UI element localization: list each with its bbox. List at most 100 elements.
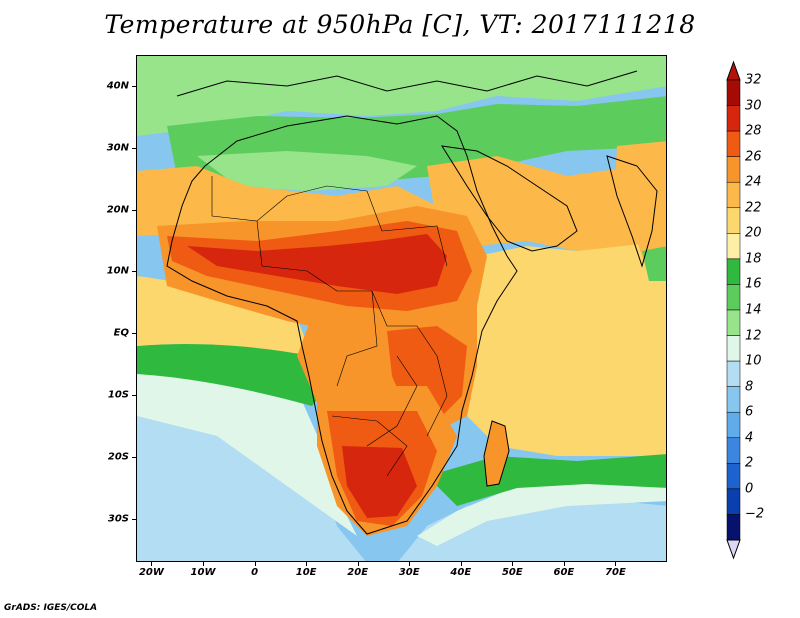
longitude-tick-mark	[512, 562, 514, 566]
latitude-tick-label: 20N	[106, 204, 129, 216]
colorbar-level-label: 26	[745, 149, 762, 165]
madagascar	[484, 421, 509, 486]
latitude-tick-label: 10N	[106, 265, 129, 277]
europe-cool	[137, 56, 666, 136]
colorbar-swatch	[726, 411, 741, 439]
latitude-tick-label: 10S	[107, 389, 129, 401]
colorbar-swatch	[726, 514, 741, 541]
latitude-tick-mark	[132, 456, 136, 458]
colorbar-level-label: 18	[745, 251, 762, 267]
longitude-tick-mark	[254, 562, 256, 566]
longitude-tick-label: 10W	[190, 567, 216, 578]
colorbar-swatch	[726, 181, 741, 209]
border-line	[337, 290, 438, 357]
longitude-tick-mark	[615, 562, 617, 566]
map-title: Temperature at 950hPa [C], VT: 201711121…	[104, 10, 696, 39]
country-borders	[211, 176, 448, 477]
longitude-tick-label: 0	[251, 567, 259, 578]
kalahari-hottest	[342, 446, 417, 518]
india-coastline	[606, 155, 658, 268]
colorbar-swatch	[726, 309, 741, 336]
colorbar-swatch	[726, 105, 741, 132]
longitude-tick-label: 20W	[138, 567, 164, 578]
longitude-tick-mark	[460, 562, 462, 566]
colorbar-top-arrow	[726, 60, 741, 81]
colorbar-level-label: −2	[745, 506, 765, 522]
colorbar-swatch	[726, 207, 741, 234]
latitude-tick-mark	[132, 395, 136, 397]
colorbar-level-label: 14	[745, 302, 762, 318]
longitude-tick-mark	[151, 562, 153, 566]
latitude-tick-label: EQ	[113, 327, 129, 339]
colorbar-level-label: 4	[745, 430, 754, 446]
colorbar-level-label: 2	[745, 455, 754, 471]
latitude-tick-mark	[132, 85, 136, 87]
latitude-tick-label: 20S	[107, 451, 129, 463]
colorbar-level-label: 10	[745, 353, 762, 369]
colorbar-level-label: 12	[745, 328, 762, 344]
colorbar-level-label: 32	[745, 72, 762, 88]
colorbar-level-label: 28	[745, 123, 762, 139]
africa-coastline	[166, 115, 518, 535]
colorbar-level-label: 8	[745, 379, 754, 395]
latitude-tick-mark	[132, 271, 136, 273]
colorbar-swatch	[726, 284, 741, 311]
colorbar-swatch	[726, 386, 741, 413]
longitude-tick-label: 20E	[347, 567, 369, 578]
temperature-field	[137, 56, 666, 561]
colorbar-swatch	[726, 130, 741, 157]
latitude-tick-mark	[132, 209, 136, 211]
border-line	[331, 415, 408, 477]
border-line	[286, 185, 383, 232]
colorbar-swatch	[726, 360, 741, 387]
longitude-tick-label: 50E	[501, 567, 523, 578]
colorbar-swatch	[726, 233, 741, 260]
latitude-tick-label: 30N	[106, 142, 129, 154]
longitude-tick-label: 40E	[450, 567, 472, 578]
colorbar-swatch	[726, 258, 741, 285]
madagascar-coastline	[483, 420, 510, 487]
latitude-tick-mark	[132, 518, 136, 520]
colorbar-swatch	[726, 463, 741, 490]
arabia-warm	[427, 156, 666, 251]
latitude-tick-mark	[132, 147, 136, 149]
pale-ocean-indian	[417, 481, 666, 546]
colorbar-swatch	[726, 335, 741, 362]
longitude-tick-mark	[357, 562, 359, 566]
colorbar-bottom-arrow	[726, 539, 741, 560]
pale-ocean-atlantic	[137, 366, 357, 536]
colorbar-level-label: 16	[745, 276, 762, 292]
longitude-tick-mark	[306, 562, 308, 566]
europe-coastline	[176, 70, 638, 97]
longitude-tick-mark	[203, 562, 205, 566]
sahara-green	[197, 151, 417, 191]
colorbar-swatch	[726, 156, 741, 183]
colorbar-level-label: 24	[745, 174, 762, 190]
arabia-coastline	[441, 145, 578, 252]
atlantic-tropics	[137, 276, 312, 356]
longitude-tick-label: 10E	[295, 567, 317, 578]
colorbar-swatch	[726, 437, 741, 464]
colorbar	[726, 60, 741, 560]
longitude-tick-label: 30E	[398, 567, 420, 578]
indian-ocean-warm	[467, 236, 666, 456]
colorbar-level-label: 0	[745, 481, 754, 497]
india-green	[642, 246, 666, 281]
longitude-tick-label: 70E	[605, 567, 626, 578]
border-line	[336, 290, 378, 387]
colorbar-level-label: 20	[745, 225, 762, 241]
longitude-tick-mark	[563, 562, 565, 566]
longitude-tick-label: 60E	[553, 567, 575, 578]
colorbar-level-label: 22	[745, 200, 762, 216]
border-line	[366, 355, 418, 447]
coastlines	[166, 70, 658, 535]
colorbar-level-label: 6	[745, 404, 754, 420]
atlantic-warm-band	[137, 344, 327, 406]
temperature-map	[136, 55, 667, 562]
colorbar-swatch	[726, 79, 741, 106]
india-warm	[615, 141, 666, 271]
longitude-tick-mark	[409, 562, 411, 566]
colorbar-swatch	[726, 488, 741, 515]
border-line	[211, 176, 288, 222]
latitude-tick-label: 30S	[107, 513, 129, 525]
